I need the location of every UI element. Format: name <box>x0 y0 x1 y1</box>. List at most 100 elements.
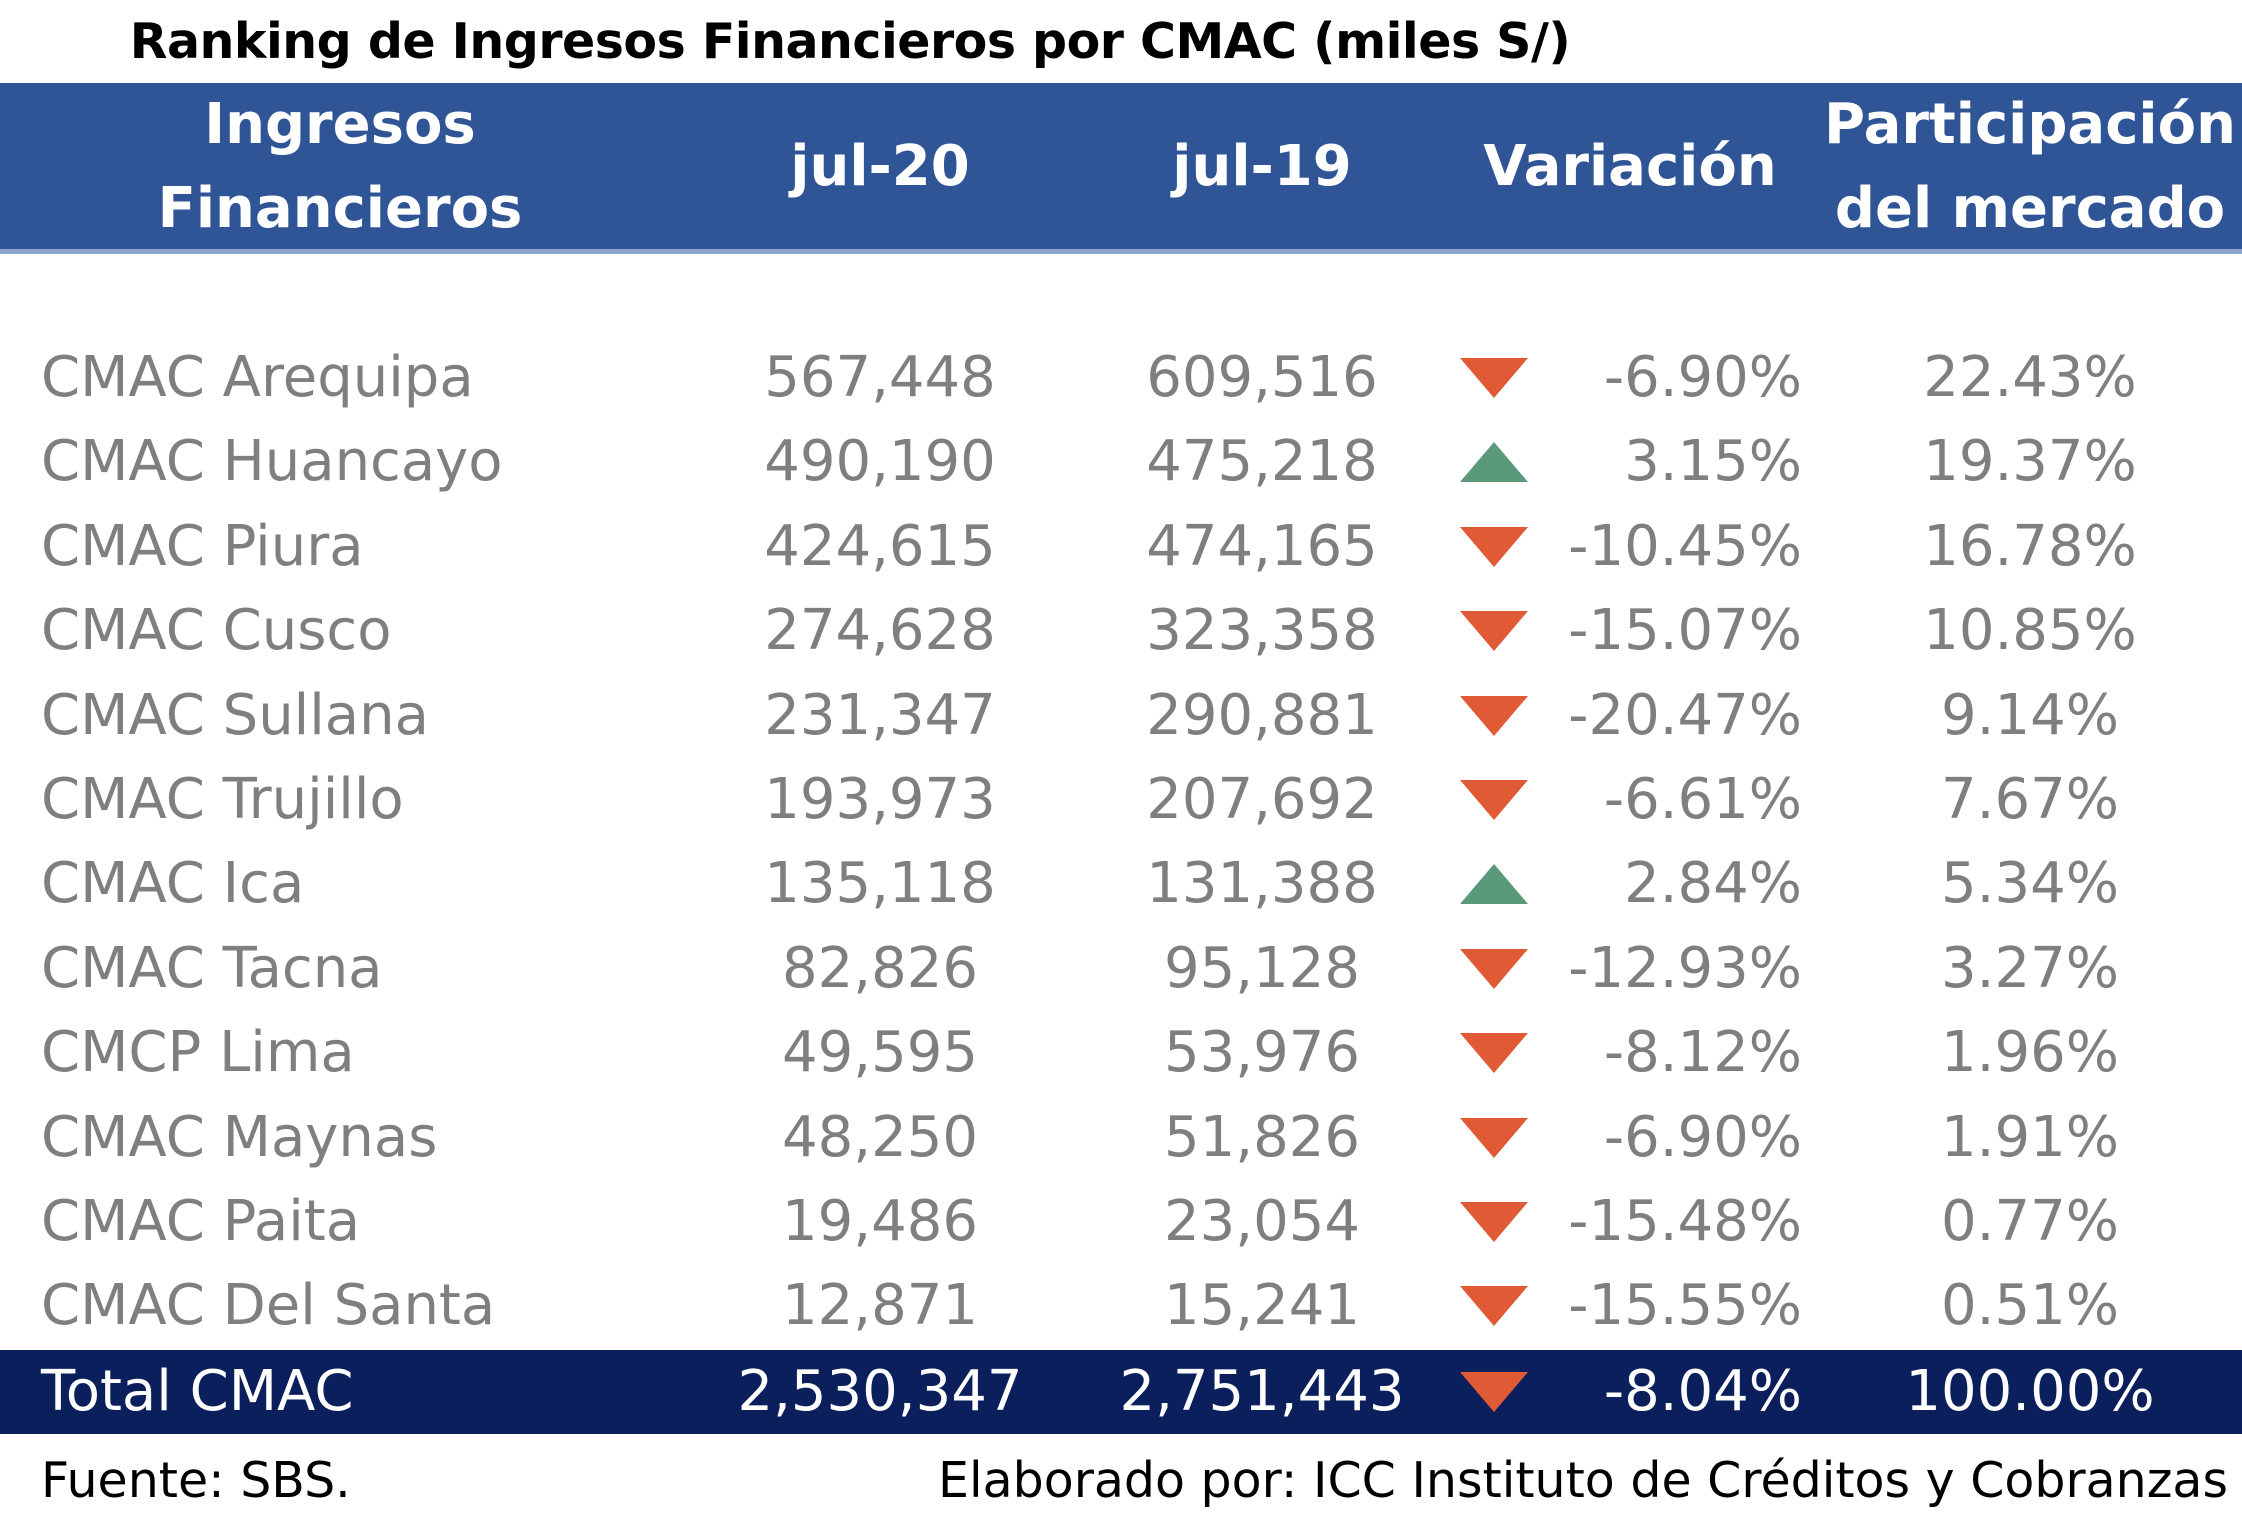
table-row: CMAC Paita 19,486 23,054 -15.48% 0.77% <box>0 1180 2242 1264</box>
row-participacion: 1.96% <box>1941 1020 2119 1086</box>
row-participacion: 16.78% <box>1923 513 2137 579</box>
row-jul20: 19,486 <box>782 1189 978 1254</box>
total-jul19: 2,751,443 <box>1119 1359 1405 1424</box>
row-jul20: 567,448 <box>764 345 996 410</box>
row-jul19: 290,881 <box>1146 682 1378 748</box>
row-variacion: 2.84% <box>1624 851 1802 917</box>
trend-down-icon <box>1460 780 1528 820</box>
trend-down-icon <box>1460 695 1528 736</box>
trend-down-icon <box>1460 611 1528 652</box>
row-participacion: 5.34% <box>1941 851 2119 917</box>
row-jul20: 231,347 <box>764 682 996 748</box>
header-col-jul20: jul-20 <box>790 134 970 199</box>
row-jul19: 15,241 <box>1164 1273 1360 1339</box>
trend-down-icon <box>1460 1372 1528 1412</box>
table-row: CMAC Tacna 82,826 95,128 -12.93% 3.27% <box>0 927 2242 1011</box>
row-variacion: -6.61% <box>1603 767 1802 832</box>
table-row: CMAC Sullana 231,347 290,881 -20.47% 9.14% <box>0 674 2242 758</box>
table-row: CMAC Trujillo 193,973 207,692 -6.61% 7.67% <box>0 758 2242 842</box>
table-row: CMAC Cusco 274,628 323,358 -15.07% 10.85% <box>0 589 2242 673</box>
row-jul19: 95,128 <box>1164 935 1360 1001</box>
row-participacion: 22.43% <box>1923 345 2137 410</box>
header-col-name: Ingresos Financieros por CMAC (miles S/) <box>30 83 650 419</box>
row-jul19: 609,516 <box>1146 345 1378 410</box>
row-variacion: -15.07% <box>1568 598 1802 664</box>
table-row: CMCP Lima 49,595 53,976 -8.12% 1.96% <box>0 1011 2242 1095</box>
table-row: CMAC Huancayo 490,190 475,218 3.15% 19.37% <box>0 420 2242 504</box>
row-variacion: -15.55% <box>1568 1273 1802 1339</box>
row-variacion: -15.48% <box>1568 1189 1802 1254</box>
row-name: CMAC Ica <box>41 851 305 917</box>
total-row: Total CMAC 2,530,347 2,751,443 -8.04% 10… <box>0 1350 2242 1434</box>
credit-note: Elaborado por: ICC Instituto de Créditos… <box>938 1452 2228 1509</box>
row-name: CMAC Tacna <box>41 935 383 1001</box>
row-name: CMAC Sullana <box>41 682 429 748</box>
row-name: CMAC Piura <box>41 513 364 579</box>
row-jul20: 424,615 <box>764 513 996 579</box>
table-row: CMAC Arequipa 567,448 609,516 -6.90% 22.43% <box>0 336 2242 420</box>
row-jul19: 323,358 <box>1146 598 1378 664</box>
row-participacion: 0.77% <box>1941 1189 2119 1254</box>
row-participacion: 0.51% <box>1941 1273 2119 1339</box>
row-variacion: -20.47% <box>1568 682 1802 748</box>
header-col-part-line2: del mercado <box>1834 176 2226 241</box>
row-jul19: 53,976 <box>1164 1020 1360 1086</box>
row-name: CMAC Arequipa <box>41 345 474 410</box>
row-participacion: 7.67% <box>1941 767 2119 832</box>
row-name: CMCP Lima <box>41 1020 355 1086</box>
table-row: CMAC Del Santa 12,871 15,241 -15.55% 0.51% <box>0 1264 2242 1348</box>
source-note: Fuente: SBS. <box>41 1452 351 1509</box>
trend-down-icon <box>1460 1202 1528 1242</box>
row-name: CMAC Trujillo <box>41 767 404 832</box>
total-variacion: -8.04% <box>1603 1359 1802 1424</box>
total-name: Total CMAC <box>41 1359 354 1424</box>
row-participacion: 19.37% <box>1923 429 2137 495</box>
header-col-jul19: jul-19 <box>1172 134 1352 199</box>
row-jul20: 12,871 <box>782 1273 978 1339</box>
row-jul20: 48,250 <box>782 1104 978 1170</box>
header-col-participacion: Participación del mercado <box>1820 83 2240 251</box>
trend-down-icon <box>1460 1117 1528 1158</box>
row-participacion: 10.85% <box>1923 598 2137 664</box>
trend-up-icon <box>1460 864 1528 905</box>
trend-down-icon <box>1460 358 1528 398</box>
row-variacion: -10.45% <box>1568 513 1802 579</box>
total-participacion: 100.00% <box>1905 1359 2155 1424</box>
row-jul19: 51,826 <box>1164 1104 1360 1170</box>
row-name: CMAC Del Santa <box>41 1273 496 1339</box>
row-name: CMAC Paita <box>41 1189 361 1254</box>
trend-down-icon <box>1460 1033 1528 1074</box>
table-title: Ranking de Ingresos Financieros por CMAC… <box>129 13 1571 70</box>
table-row: CMAC Ica 135,118 131,388 2.84% 5.34% <box>0 842 2242 926</box>
trend-up-icon <box>1460 442 1528 483</box>
table-row: CMAC Piura 424,615 474,165 -10.45% 16.78% <box>0 505 2242 589</box>
row-participacion: 1.91% <box>1941 1104 2119 1170</box>
row-name: CMAC Maynas <box>41 1104 438 1170</box>
header-col-variacion: Variación <box>1483 134 1777 199</box>
row-jul20: 490,190 <box>764 429 996 495</box>
total-jul20: 2,530,347 <box>737 1359 1023 1424</box>
row-jul19: 207,692 <box>1146 767 1378 832</box>
row-jul20: 274,628 <box>764 598 996 664</box>
row-jul19: 474,165 <box>1146 513 1378 579</box>
table-row: CMAC Maynas 48,250 51,826 -6.90% 1.91% <box>0 1096 2242 1180</box>
row-jul20: 135,118 <box>764 851 996 917</box>
trend-down-icon <box>1460 526 1528 567</box>
header-col-name-line2: por CMAC (miles S/) <box>79 260 601 409</box>
trend-down-icon <box>1460 948 1528 989</box>
row-variacion: 3.15% <box>1624 429 1802 495</box>
table-header: Ingresos Financieros por CMAC (miles S/)… <box>0 83 2242 409</box>
row-jul20: 82,826 <box>782 935 978 1001</box>
row-jul19: 23,054 <box>1164 1189 1360 1254</box>
row-variacion: -6.90% <box>1603 345 1802 410</box>
row-variacion: -8.12% <box>1603 1020 1802 1086</box>
row-jul19: 131,388 <box>1146 851 1378 917</box>
row-jul20: 49,595 <box>782 1020 978 1086</box>
row-variacion: -6.90% <box>1603 1104 1802 1170</box>
header-col-part-line1: Participación <box>1824 92 2236 157</box>
row-participacion: 3.27% <box>1941 935 2119 1001</box>
row-jul19: 475,218 <box>1146 429 1378 495</box>
row-name: CMAC Huancayo <box>41 429 503 495</box>
trend-down-icon <box>1460 1286 1528 1327</box>
row-jul20: 193,973 <box>764 767 996 832</box>
